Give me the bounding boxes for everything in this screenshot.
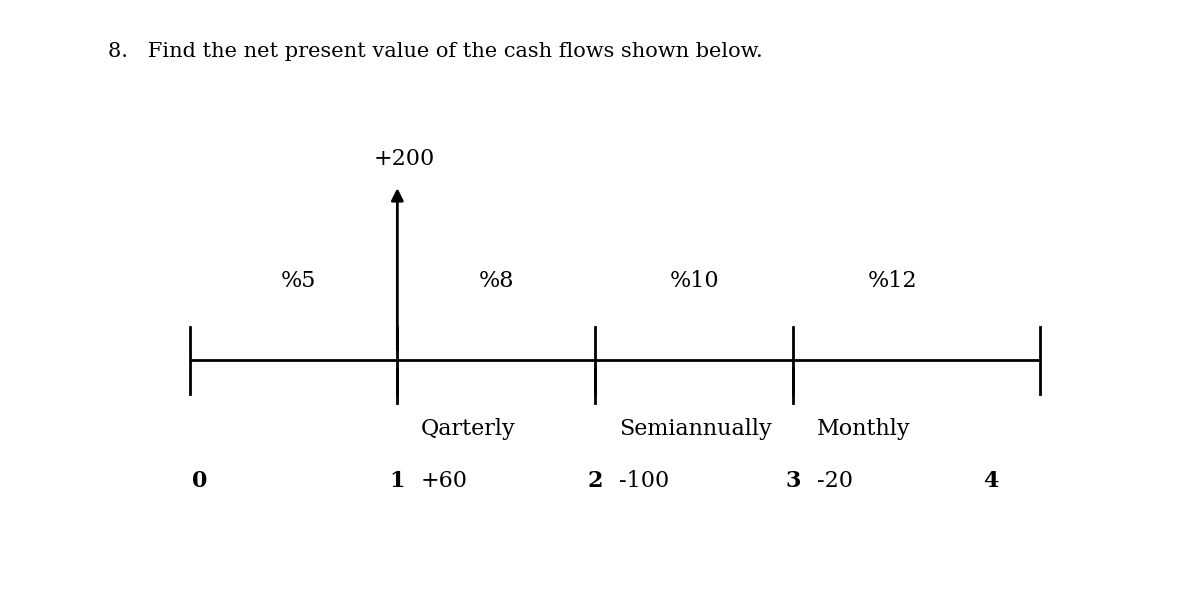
Text: 0: 0 xyxy=(192,470,208,492)
Text: 1: 1 xyxy=(390,470,406,492)
Text: 4: 4 xyxy=(983,470,998,492)
Text: -100: -100 xyxy=(619,470,670,492)
Text: Qarterly: Qarterly xyxy=(421,418,516,440)
Text: 2: 2 xyxy=(588,470,602,492)
Text: -20: -20 xyxy=(817,470,853,492)
Text: Semiannually: Semiannually xyxy=(619,418,772,440)
Text: Monthly: Monthly xyxy=(817,418,911,440)
Text: +60: +60 xyxy=(421,470,468,492)
Text: 3: 3 xyxy=(785,470,800,492)
Text: 8.   Find the net present value of the cash flows shown below.: 8. Find the net present value of the cas… xyxy=(108,42,763,60)
Text: %10: %10 xyxy=(670,270,719,292)
Text: +200: +200 xyxy=(373,148,434,170)
Text: %5: %5 xyxy=(281,270,316,292)
Text: %8: %8 xyxy=(479,270,514,292)
Text: %12: %12 xyxy=(868,270,917,292)
